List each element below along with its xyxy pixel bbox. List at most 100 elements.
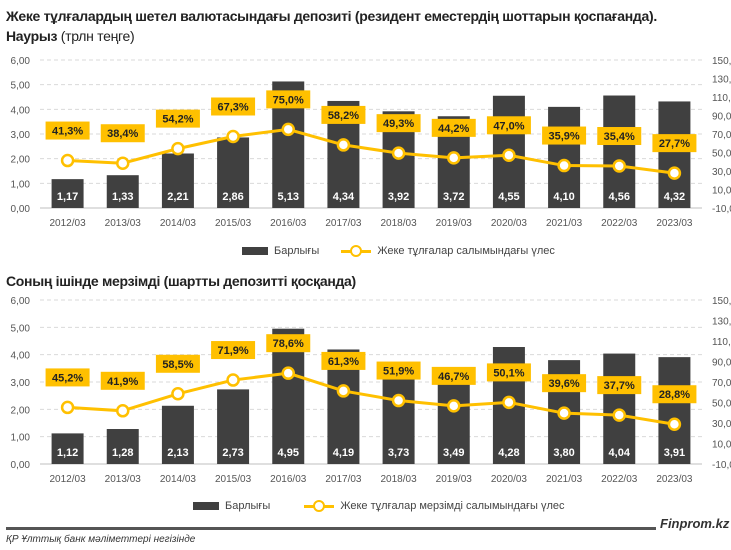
line-label-box xyxy=(652,385,697,404)
bar-value-label: 3,72 xyxy=(443,191,464,203)
bar-value-label: 3,80 xyxy=(553,447,574,459)
bar-value-label: 3,92 xyxy=(388,191,409,203)
footer-divider xyxy=(6,527,656,530)
y-tick-label: 3,00 xyxy=(11,378,31,389)
line-value-label: 44,2% xyxy=(438,123,469,135)
bar xyxy=(658,101,691,208)
bar-value-label: 2,13 xyxy=(167,447,188,459)
legend-bar-label: Барлығы xyxy=(274,245,320,257)
line-point xyxy=(281,122,295,137)
bar-value-label: 4,19 xyxy=(333,447,354,459)
y-tick-label: 4,00 xyxy=(11,105,31,116)
line-point xyxy=(447,151,461,165)
line-value-label: 75,0% xyxy=(273,94,304,106)
line-label-box xyxy=(45,368,90,387)
x-tick-label: 2018/03 xyxy=(381,218,418,229)
y2-tick-label: 10,0% xyxy=(712,186,731,197)
line-value-label: 67,3% xyxy=(217,101,248,113)
chart1-subtitle: Наурыз (трлн теңге) xyxy=(6,28,135,44)
y-tick-label: 4,00 xyxy=(11,351,31,362)
x-tick-label: 2019/03 xyxy=(436,218,473,229)
legend-bar-label: Барлығы xyxy=(225,500,271,512)
x-tick-label: 2022/03 xyxy=(601,474,638,485)
line-label-box xyxy=(321,105,366,124)
source-note: ҚР Ұлттық банк мәліметтері негізінде xyxy=(6,534,196,545)
line-point xyxy=(116,404,130,418)
legend-line-label: Жеке тұлғалар мерзімді салымындағы үлес xyxy=(340,500,565,512)
x-tick-label: 2017/03 xyxy=(325,218,362,229)
bar-value-label: 3,91 xyxy=(664,447,685,459)
y2-tick-label: 150,0% xyxy=(712,56,731,67)
y2-tick-label: 130,0% xyxy=(712,317,731,328)
bar-value-label: 4,04 xyxy=(609,447,631,459)
bar-value-label: 4,34 xyxy=(333,191,355,203)
line-point xyxy=(391,146,406,160)
line-label-box xyxy=(486,116,531,135)
x-tick-label: 2014/03 xyxy=(160,218,197,229)
line-label-box xyxy=(100,124,145,143)
y-tick-label: 2,00 xyxy=(11,405,31,416)
bar-value-label: 3,73 xyxy=(388,447,409,459)
x-tick-label: 2013/03 xyxy=(105,474,142,485)
line-point xyxy=(336,384,351,398)
line-value-label: 41,9% xyxy=(107,376,138,388)
y-tick-label: 6,00 xyxy=(11,56,31,67)
line-value-label: 58,2% xyxy=(328,110,359,122)
line-label-box xyxy=(100,371,145,390)
line-value-label: 54,2% xyxy=(162,114,193,126)
chart1-title: Жеке тұлғалардың шетел валютасындағы деп… xyxy=(6,8,657,24)
line-label-box xyxy=(486,363,531,382)
x-tick-label: 2021/03 xyxy=(546,218,583,229)
y-tick-label: 6,00 xyxy=(11,296,31,307)
legend-line-swatch xyxy=(304,500,335,512)
x-tick-label: 2013/03 xyxy=(105,218,142,229)
x-tick-label: 2020/03 xyxy=(491,474,528,485)
y2-tick-label: 110,0% xyxy=(712,337,731,348)
bar xyxy=(217,389,250,464)
line-point xyxy=(667,417,682,431)
bar-value-label: 4,28 xyxy=(498,447,519,459)
line-value-label: 61,3% xyxy=(328,356,359,368)
x-tick-label: 2023/03 xyxy=(656,474,693,485)
y-tick-label: 3,00 xyxy=(11,130,31,141)
bar xyxy=(603,95,636,208)
line-label-box xyxy=(597,376,642,395)
line-point xyxy=(502,395,516,410)
line-value-label: 35,4% xyxy=(604,131,635,143)
bar xyxy=(106,429,139,464)
bar-value-label: 3,49 xyxy=(443,447,464,459)
y-tick-label: 1,00 xyxy=(11,433,31,444)
line-point xyxy=(226,129,240,144)
bar xyxy=(51,179,84,208)
chart1-legend: Барлығы Жеке тұлғалар салымындағы үлес xyxy=(242,245,555,257)
bar-value-label: 1,28 xyxy=(112,447,133,459)
line-value-label: 35,9% xyxy=(548,131,579,143)
y2-tick-label: 30,0% xyxy=(712,167,731,178)
line-point xyxy=(557,406,571,420)
line-point xyxy=(612,159,626,173)
line-point xyxy=(447,399,461,413)
y2-tick-label: 90,0% xyxy=(712,112,731,123)
line-value-label: 37,7% xyxy=(604,380,635,392)
line-value-label: 58,5% xyxy=(162,359,193,371)
bar-value-label: 1,17 xyxy=(57,191,78,203)
x-tick-label: 2023/03 xyxy=(656,218,693,229)
line-label-box xyxy=(542,374,587,393)
line-value-label: 50,1% xyxy=(493,367,524,379)
bar-value-label: 2,21 xyxy=(167,191,188,203)
line-point xyxy=(502,148,516,163)
line-point xyxy=(612,408,626,422)
x-tick-label: 2017/03 xyxy=(325,474,362,485)
subtitle-month: Наурыз xyxy=(6,28,58,44)
line-value-label: 45,2% xyxy=(52,372,83,384)
line-value-label: 71,9% xyxy=(217,345,248,357)
y2-tick-label: 110,0% xyxy=(712,93,731,104)
line-point xyxy=(226,373,240,387)
bar-value-label: 4,55 xyxy=(498,191,519,203)
y2-tick-label: 70,0% xyxy=(712,378,731,389)
legend-line-swatch xyxy=(341,245,372,257)
bar xyxy=(658,357,691,464)
line-point xyxy=(281,366,295,380)
line-label-box xyxy=(45,121,90,140)
line-label-box xyxy=(211,341,256,360)
